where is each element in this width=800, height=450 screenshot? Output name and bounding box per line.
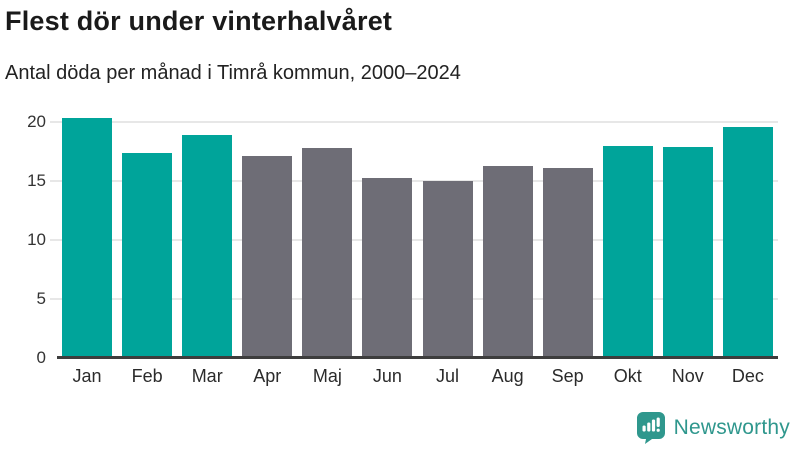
- x-axis-tick-jun: Jun: [372, 366, 402, 386]
- newsworthy-logo[interactable]: Newsworthy: [636, 411, 790, 444]
- gridline-20: [50, 121, 778, 124]
- bar-series: [57, 110, 778, 358]
- bar-aug: [482, 165, 533, 358]
- x-axis-labels: Jan Feb Mar Apr Maj Jun Jul Aug Sep Okt Nov Dec: [57, 366, 778, 387]
- x-axis-tick-aug: Aug: [491, 366, 524, 386]
- bar-jan: [62, 117, 113, 358]
- bar-chart-speech-bubble-icon: [636, 412, 665, 444]
- x-axis-tick-jul: Jul: [435, 366, 459, 386]
- x-axis-tick-nov: Nov: [671, 366, 704, 386]
- bar-okt: [602, 145, 653, 358]
- y-axis-tick-5: 5: [36, 289, 46, 309]
- x-axis-tick-mar: Mar: [191, 366, 223, 386]
- bar-sep: [542, 168, 593, 358]
- bar-feb: [122, 152, 173, 358]
- y-axis-tick-0: 0: [36, 348, 46, 367]
- x-axis-tick-jan: Jan: [72, 366, 102, 386]
- chart-title: Flest dör under vinterhalvåret: [5, 6, 393, 36]
- x-axis-tick-maj: Maj: [312, 366, 342, 386]
- gridline-15: [50, 180, 778, 183]
- bar-nov: [662, 147, 713, 358]
- bar-dec: [722, 127, 773, 358]
- x-axis-tick-apr: Apr: [253, 366, 282, 386]
- bar-jun: [362, 177, 413, 358]
- x-axis-line: [57, 356, 778, 359]
- y-axis-tick-10: 10: [27, 230, 46, 250]
- plot-area: [50, 110, 778, 359]
- bar-apr: [242, 156, 293, 358]
- x-axis-tick-feb: Feb: [131, 366, 163, 386]
- bar-maj: [302, 148, 353, 358]
- gridline-10: [50, 239, 778, 242]
- x-axis-tick-sep: Sep: [551, 366, 584, 386]
- chart-subtitle: Antal döda per månad i Timrå kommun, 200…: [5, 62, 461, 84]
- bar-jul: [422, 181, 473, 358]
- bar-mar: [182, 135, 233, 358]
- x-axis-tick-okt: Okt: [613, 366, 642, 386]
- x-axis-tick-dec: Dec: [731, 366, 764, 386]
- gridline-5: [50, 298, 778, 301]
- y-axis-tick-15: 15: [27, 171, 46, 191]
- y-axis-tick-20: 20: [27, 112, 46, 132]
- logo-text: Newsworthy: [673, 415, 790, 439]
